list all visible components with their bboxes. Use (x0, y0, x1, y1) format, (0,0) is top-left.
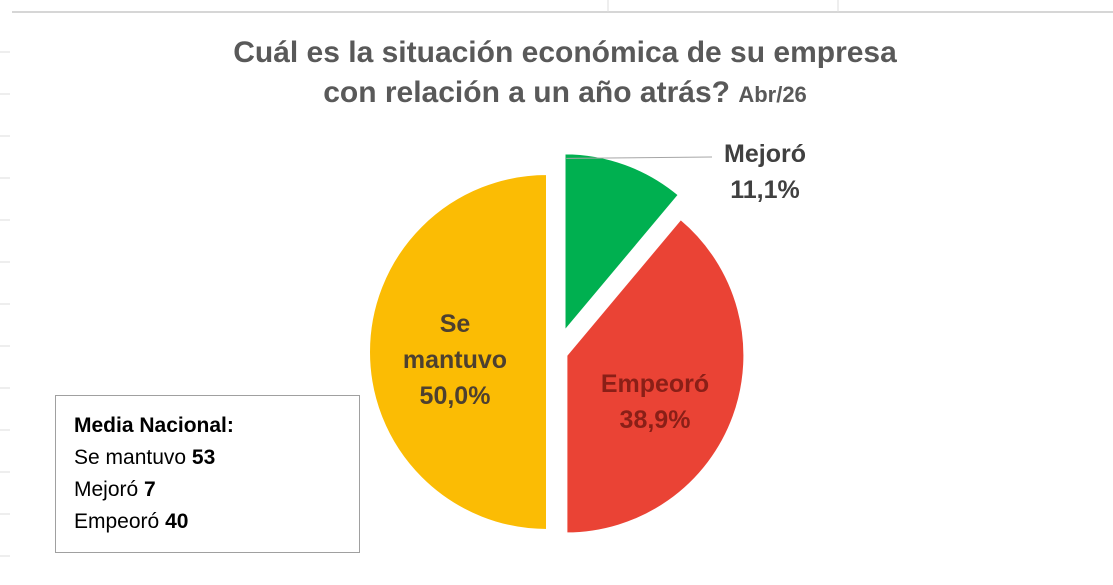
chart-subtitle: Abr/26 (738, 82, 806, 107)
category-label: Se mantuvo (402, 310, 508, 374)
box-item: Mejoró 7 (74, 474, 359, 506)
pie-slice (368, 172, 548, 532)
box-item: Empeoró 40 (74, 506, 359, 538)
slice-label: Se mantuvo 50,0% (400, 306, 510, 414)
chart-title: con relación a un año atrás? Abr/26 (323, 76, 807, 109)
row-lines (0, 51, 10, 557)
item-value: 40 (165, 510, 189, 533)
category-label: Empeoró (600, 370, 710, 398)
item-label: Mejoró (74, 478, 139, 501)
value-label: 11,1% (730, 176, 800, 204)
pie-slice (563, 152, 681, 335)
slice-label: Empeoró 38,9% (575, 366, 735, 438)
item-value: 7 (144, 478, 156, 501)
chart-title-line: con relación a un año atrás? (323, 76, 730, 109)
box-title: Media Nacional: (74, 414, 234, 437)
chart-title: Cuál es la situación económica de su emp… (233, 36, 897, 69)
pie-slice (565, 217, 746, 535)
value-label: 38,9% (619, 406, 691, 434)
item-label: Empeoró (74, 510, 160, 533)
box-item: Se mantuvo 53 (74, 442, 359, 474)
national-average-box: Media Nacional: Se mantuvo 53 Mejoró 7 Emp… (55, 395, 360, 553)
slice-label: Mejoró 11,1% (685, 136, 845, 208)
value-label: 50,0% (419, 382, 491, 410)
item-value: 53 (191, 446, 216, 469)
category-label: Mejoró (724, 140, 806, 168)
item-label: Se mantuvo (74, 446, 187, 469)
box-items: Se mantuvo 53 Mejoró 7 Empeoró 40 (74, 442, 359, 538)
leader-line (566, 156, 713, 159)
